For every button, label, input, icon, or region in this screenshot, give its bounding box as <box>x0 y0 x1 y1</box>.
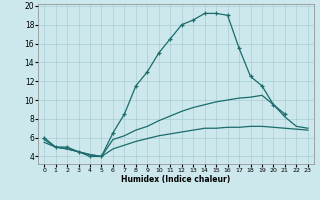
X-axis label: Humidex (Indice chaleur): Humidex (Indice chaleur) <box>121 175 231 184</box>
